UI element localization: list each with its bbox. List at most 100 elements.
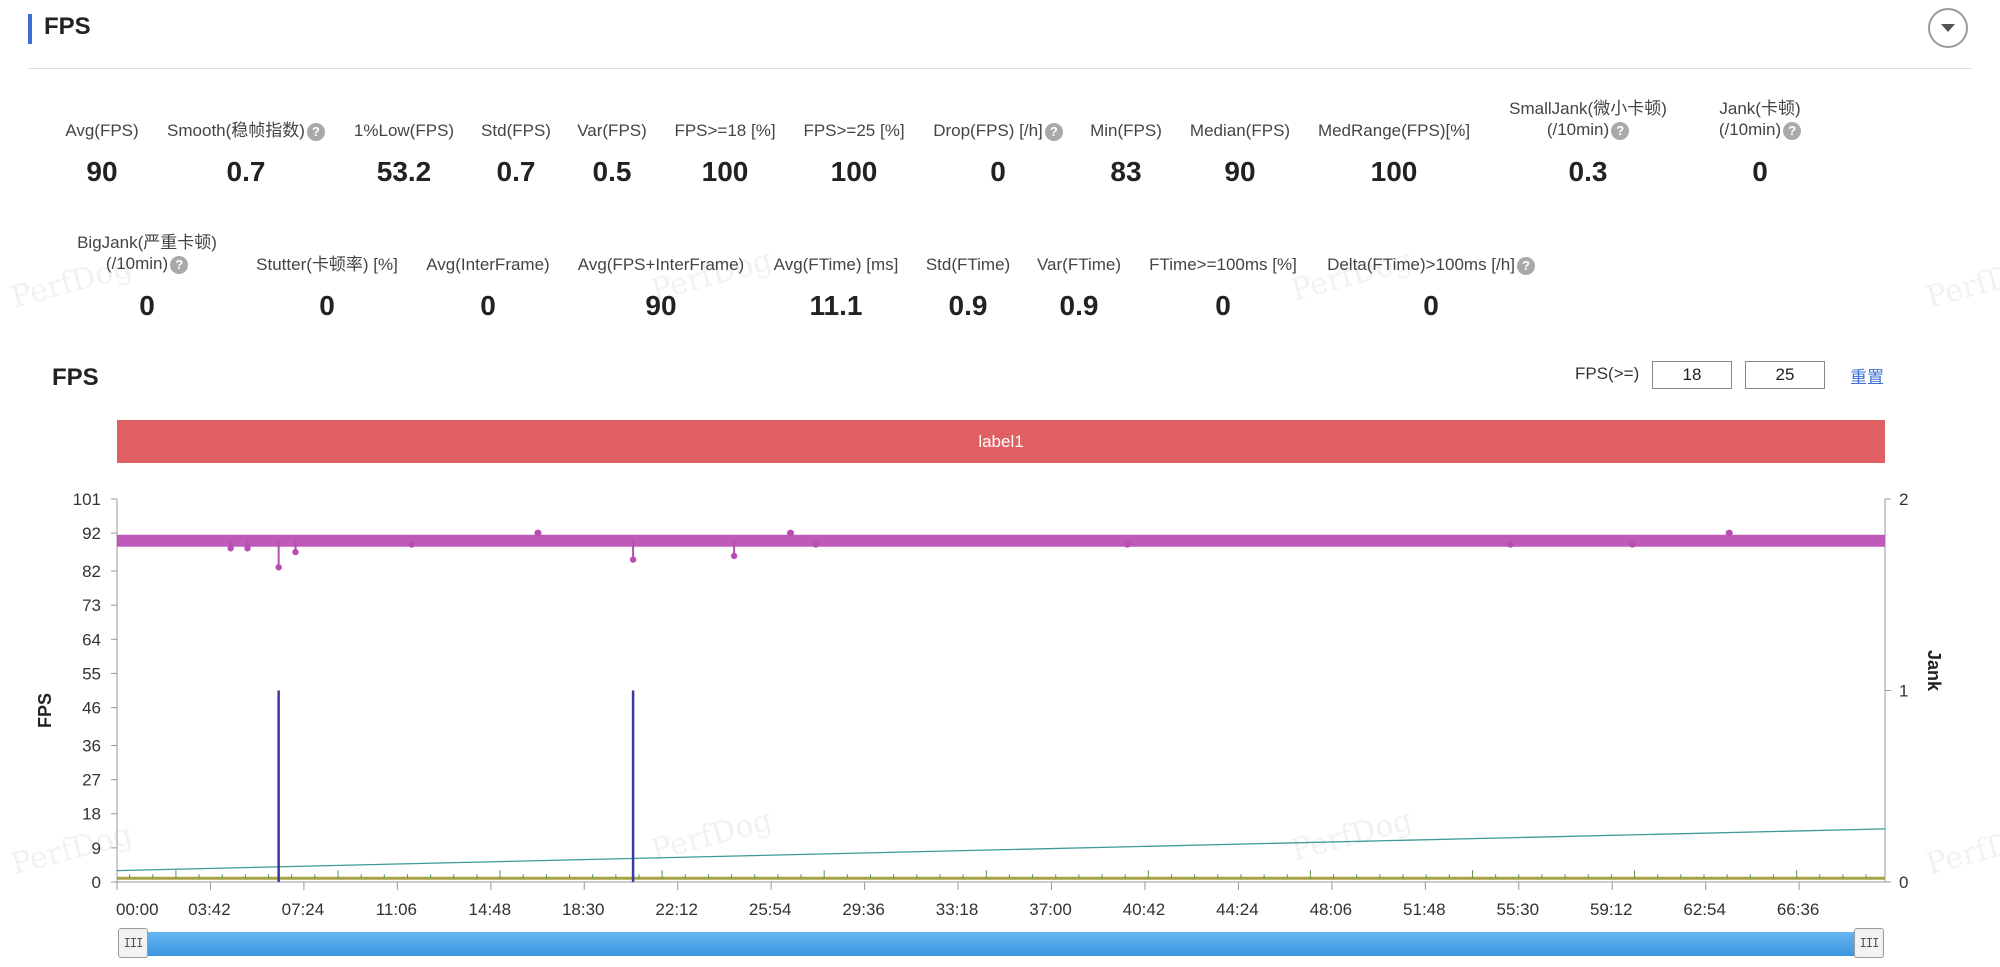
metric-metrics_row1-10: MedRange(FPS)[%] 100 — [1274, 98, 1514, 208]
metric-label-text: Avg(InterFrame) — [426, 255, 550, 274]
metric-label-text: Median(FPS) — [1189, 121, 1291, 140]
label-band[interactable]: label1 — [117, 420, 1885, 463]
metric-label-text: Delta(FTime)>100ms [/h] — [1327, 255, 1515, 274]
grip-icon: III — [1859, 936, 1880, 950]
metric-label-text: Smooth(稳帧指数) — [167, 121, 305, 140]
help-icon[interactable]: ? — [170, 255, 189, 274]
x-tick-label: 59:12 — [1590, 900, 1633, 919]
metric-label: Avg(InterFrame) — [368, 254, 608, 275]
y-tick-label-left: 36 — [82, 736, 101, 755]
metric-value: 83 — [1110, 156, 1142, 187]
metric-value: 11.1 — [809, 290, 863, 321]
metric-metrics_row1-11: SmallJank(微小卡顿) (/10min)? 0.3 — [1468, 98, 1708, 208]
metric-label-text: Std(FPS) — [481, 121, 551, 140]
metric-label: Avg(FPS) — [0, 120, 222, 141]
metric-label-text: Min(FPS) — [1090, 121, 1162, 140]
metric-value: 90 — [86, 156, 118, 187]
help-icon[interactable]: ? — [306, 122, 325, 141]
fps-dip-point — [730, 552, 738, 560]
help-icon[interactable]: ? — [1044, 122, 1063, 141]
metric-value: 0 — [1752, 156, 1768, 187]
y-tick-label-left: 73 — [82, 596, 101, 615]
y-axis-label-left: FPS — [35, 693, 55, 728]
help-icon[interactable]: ? — [1611, 121, 1630, 140]
metric-label: Avg(FPS+InterFrame) — [541, 254, 781, 275]
metric-value: 0.7 — [496, 156, 536, 187]
metric-label-text: Var(FPS) — [577, 121, 647, 140]
help-icon[interactable]: ? — [1516, 256, 1535, 275]
y-tick-label-left: 27 — [82, 771, 101, 790]
metric-label: Var(FPS) — [492, 120, 732, 141]
y-tick-label-left: 92 — [82, 524, 101, 543]
metric-label-unit: (/10min) — [1718, 120, 1782, 139]
slider-handle-left[interactable]: III — [118, 928, 148, 958]
chevron-down-icon — [1941, 24, 1955, 32]
metric-label: SmallJank(微小卡顿) (/10min)? — [1468, 98, 1708, 140]
y-tick-label-right: 1 — [1899, 682, 1908, 701]
metric-metrics_row2-4: Avg(FTime) [ms] 11.1 — [716, 232, 956, 342]
y-tick-label-right: 2 — [1899, 490, 1908, 509]
metric-value: 0 — [990, 156, 1006, 187]
chart-title: FPS — [52, 364, 99, 391]
metric-metrics_row1-9: Median(FPS) 90 — [1120, 98, 1360, 208]
x-tick-label: 40:42 — [1123, 900, 1166, 919]
x-tick-label: 03:42 — [188, 900, 231, 919]
x-tick-label: 51:48 — [1403, 900, 1446, 919]
metric-label: Avg(FTime) [ms] — [716, 254, 956, 275]
metric-metrics_row2-0: BigJank(严重卡顿) (/10min)? 0 — [27, 232, 267, 342]
metric-label-text: FPS>=25 [%] — [803, 121, 905, 140]
metric-label: Var(FTime) — [959, 254, 1199, 275]
metric-label: MedRange(FPS)[%] — [1274, 120, 1514, 141]
metric-label: Smooth(稳帧指数)? — [126, 120, 366, 141]
metric-metrics_row1-8: Min(FPS) 83 — [1006, 98, 1246, 208]
metric-label-text: Stutter(卡顿率) [%] — [256, 255, 398, 274]
metric-label-text: BigJank(严重卡顿) — [77, 233, 217, 252]
fps-threshold-input-1[interactable] — [1652, 361, 1732, 389]
metric-metrics_row1-0: Avg(FPS) 90 — [0, 98, 222, 208]
slider-handle-right[interactable]: III — [1854, 928, 1884, 958]
metric-metrics_row2-1: Stutter(卡顿率) [%] 0 — [207, 232, 447, 342]
metric-label: BigJank(严重卡顿) (/10min)? — [27, 232, 267, 274]
help-icon[interactable]: ? — [1783, 121, 1802, 140]
metric-label: FPS>=25 [%] — [734, 120, 974, 141]
accent-bar — [28, 14, 32, 44]
metric-label-text: Var(FTime) — [1036, 255, 1122, 274]
metric-label-text: SmallJank(微小卡顿) — [1509, 99, 1667, 118]
metric-metrics_row2-8: Delta(FTime)>100ms [/h]? 0 — [1311, 232, 1551, 342]
metric-label-text: Avg(FPS) — [65, 121, 139, 140]
metric-label-text: Jank(卡顿) — [1719, 99, 1801, 118]
section-header: FPS — [0, 0, 2000, 70]
metric-label-text: FTime>=100ms [%] — [1149, 255, 1297, 274]
metric-value: 100 — [701, 156, 749, 187]
reset-link[interactable]: 重置 — [1850, 368, 1884, 387]
x-tick-label: 55:30 — [1496, 900, 1539, 919]
metric-metrics_row1-2: 1%Low(FPS) 53.2 — [284, 98, 524, 208]
metric-metrics_row1-5: FPS>=18 [%] 100 — [605, 98, 845, 208]
y-tick-label-left: 46 — [82, 699, 101, 718]
fps-threshold-label: FPS(>=) — [1575, 364, 1640, 383]
time-range-slider[interactable] — [118, 932, 1884, 956]
x-tick-label: 14:48 — [469, 900, 512, 919]
metric-value: 0 — [319, 290, 335, 321]
metric-value: 0 — [1215, 290, 1231, 321]
metric-value: 0 — [1423, 290, 1439, 321]
metric-label-text: MedRange(FPS)[%] — [1317, 121, 1471, 140]
fps-dip-point — [244, 545, 251, 552]
metric-value: 0.5 — [592, 156, 632, 187]
x-tick-label: 37:00 — [1029, 900, 1072, 919]
grip-icon: III — [123, 936, 144, 950]
fps-threshold-input-2[interactable] — [1745, 361, 1825, 389]
fps-peak-point — [534, 529, 542, 537]
metric-value: 0 — [480, 290, 496, 321]
fps-dip-point — [292, 548, 299, 556]
header-divider — [28, 68, 1972, 69]
x-tick-label: 29:36 — [842, 900, 885, 919]
y-tick-label-right: 0 — [1899, 873, 1908, 892]
y-tick-label-left: 0 — [92, 873, 101, 892]
series-trend-line — [116, 828, 1886, 872]
fps-peak-point — [787, 529, 795, 537]
metric-label-text: Avg(FPS+InterFrame) — [577, 255, 745, 274]
collapse-toggle-button[interactable] — [1928, 8, 1968, 48]
x-tick-label: 00:00 — [116, 900, 159, 919]
